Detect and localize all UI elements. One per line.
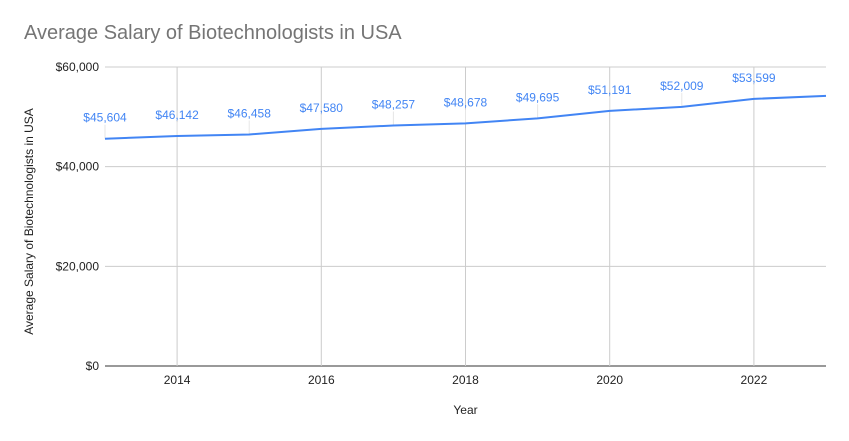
data-label: $49,695 xyxy=(516,90,560,104)
data-label: $46,142 xyxy=(155,108,199,122)
y-tick-label: $40,000 xyxy=(56,160,100,174)
data-label: $47,580 xyxy=(300,101,344,115)
data-label: $45,604 xyxy=(83,111,127,125)
data-label: $48,257 xyxy=(372,98,416,112)
x-axis-label: Year xyxy=(453,403,477,417)
data-label: $53,599 xyxy=(732,71,776,85)
chart-title: Average Salary of Biotechnologists in US… xyxy=(24,22,402,44)
series-line xyxy=(104,94,827,140)
x-tick-label: 2014 xyxy=(164,373,191,387)
x-tick-label: 2020 xyxy=(596,373,623,387)
data-label: $48,678 xyxy=(444,95,488,109)
y-tick-label: $20,000 xyxy=(56,259,100,273)
data-label: $52,009 xyxy=(660,79,704,93)
data-label: $46,458 xyxy=(228,106,272,120)
y-tick-label: $60,000 xyxy=(56,60,100,74)
x-tick-label: 2016 xyxy=(308,373,335,387)
data-label: $51,191 xyxy=(588,83,632,97)
x-tick-label: 2022 xyxy=(741,373,768,387)
y-axis-label: Average Salary of Biotechnologists in US… xyxy=(22,108,36,335)
x-tick-label: 2018 xyxy=(452,373,479,387)
y-tick-label: $0 xyxy=(86,359,100,373)
